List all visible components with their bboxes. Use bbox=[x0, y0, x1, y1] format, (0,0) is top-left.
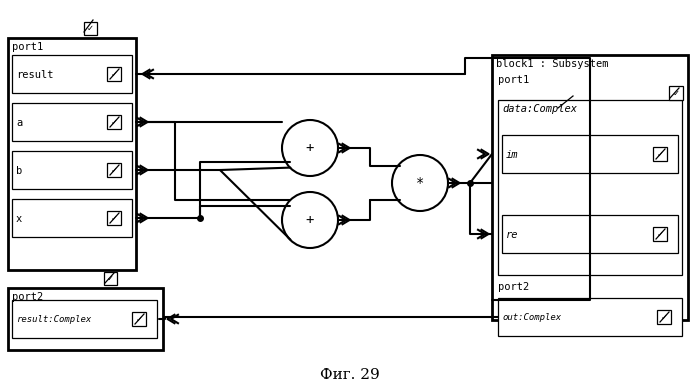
Bar bbox=[653, 227, 667, 241]
Text: ✓: ✓ bbox=[657, 149, 664, 159]
Text: +: + bbox=[306, 213, 314, 227]
Text: result: result bbox=[16, 70, 53, 80]
Bar bbox=[12, 199, 132, 237]
Text: data:Complex: data:Complex bbox=[502, 104, 577, 114]
Bar bbox=[83, 22, 97, 34]
Text: ✓: ✓ bbox=[661, 312, 668, 322]
Text: a: a bbox=[16, 118, 22, 128]
Text: port1: port1 bbox=[12, 42, 43, 52]
Bar bbox=[12, 103, 132, 141]
Bar bbox=[107, 163, 121, 177]
Bar bbox=[498, 298, 682, 336]
Text: ✓: ✓ bbox=[106, 274, 113, 283]
Text: ✓: ✓ bbox=[136, 315, 143, 324]
Text: Фиг. 29: Фиг. 29 bbox=[320, 368, 380, 382]
Bar bbox=[107, 211, 121, 225]
Text: ✓: ✓ bbox=[111, 166, 118, 175]
Bar bbox=[502, 215, 678, 253]
Bar bbox=[653, 147, 667, 161]
Text: port1: port1 bbox=[498, 75, 529, 85]
Text: ✓: ✓ bbox=[87, 24, 94, 33]
Text: result:Complex: result:Complex bbox=[16, 315, 91, 325]
Text: im: im bbox=[506, 150, 519, 160]
Text: block1 : Subsystem: block1 : Subsystem bbox=[496, 59, 608, 69]
Bar bbox=[492, 55, 688, 320]
Text: re: re bbox=[506, 230, 519, 240]
Bar bbox=[12, 55, 132, 93]
Text: ✓: ✓ bbox=[111, 118, 118, 127]
Text: +: + bbox=[306, 141, 314, 155]
Text: ✓: ✓ bbox=[111, 70, 118, 79]
Text: out:Complex: out:Complex bbox=[502, 313, 561, 322]
Bar bbox=[498, 100, 682, 275]
Bar bbox=[669, 86, 683, 100]
Bar bbox=[107, 115, 121, 129]
Bar bbox=[657, 310, 671, 324]
Text: *: * bbox=[416, 176, 424, 190]
Text: ✓: ✓ bbox=[657, 229, 664, 238]
Bar bbox=[12, 151, 132, 189]
Bar bbox=[502, 135, 678, 173]
Bar bbox=[8, 288, 163, 350]
Text: ✓: ✓ bbox=[673, 89, 680, 98]
Bar bbox=[132, 312, 146, 326]
Text: ✓: ✓ bbox=[111, 214, 118, 223]
Bar bbox=[12, 300, 157, 338]
Bar bbox=[8, 38, 136, 270]
Text: b: b bbox=[16, 166, 22, 176]
Text: port2: port2 bbox=[12, 292, 43, 302]
Text: port2: port2 bbox=[498, 282, 529, 292]
Text: x: x bbox=[16, 214, 22, 224]
Bar bbox=[104, 272, 116, 284]
Bar bbox=[107, 67, 121, 81]
